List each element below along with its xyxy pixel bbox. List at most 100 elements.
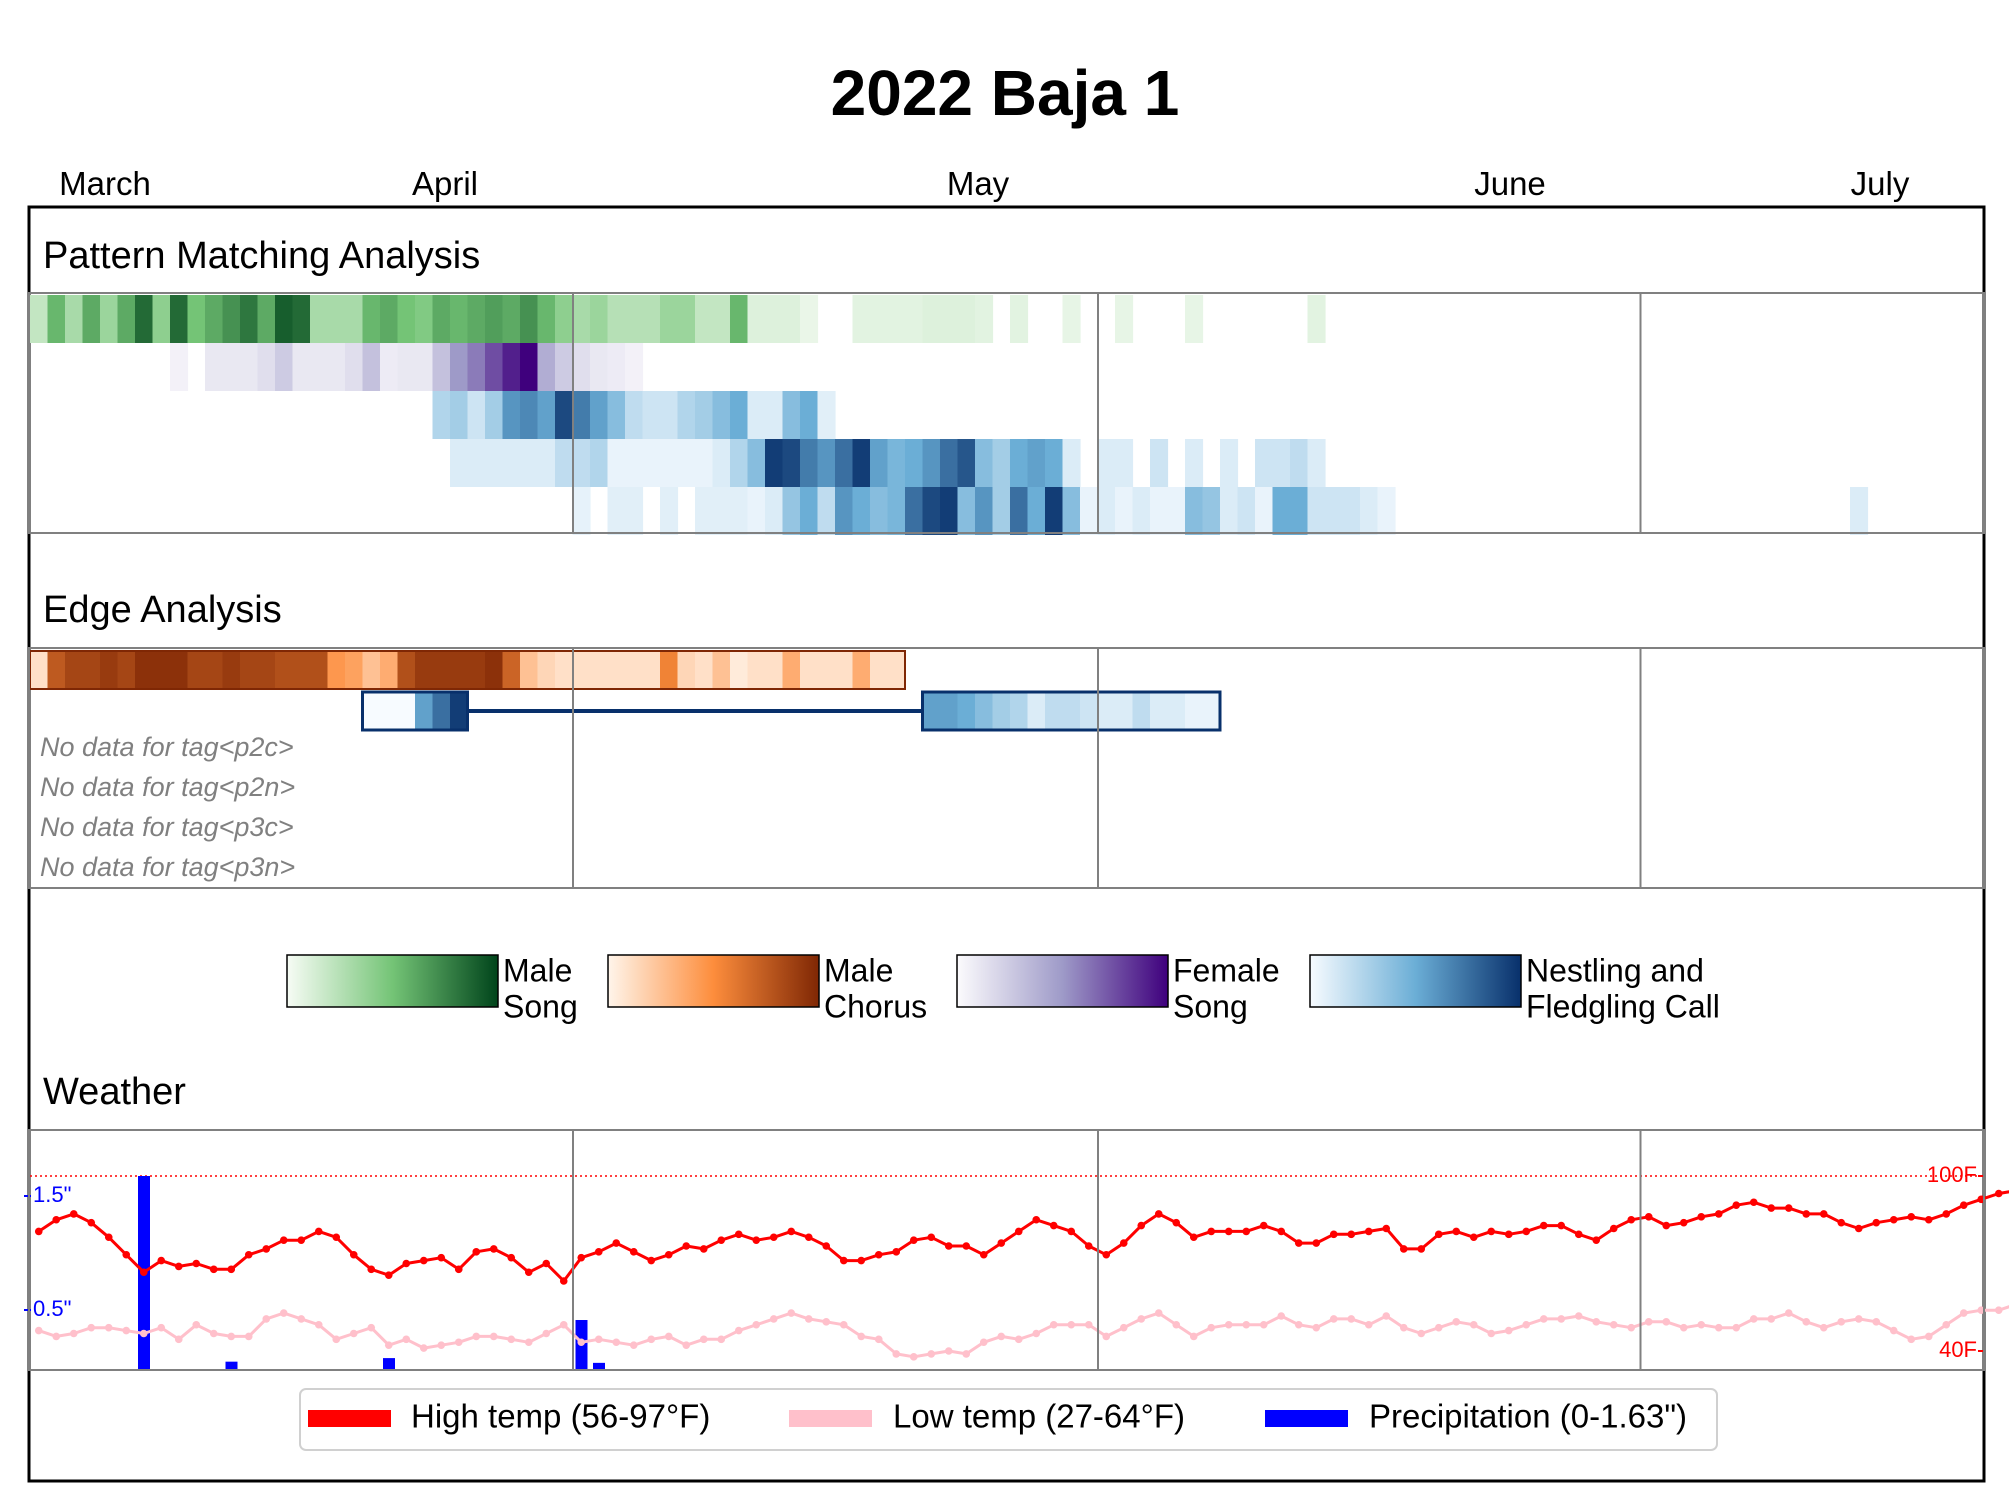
male-song-cell (1062, 295, 1081, 343)
male-song-cell (677, 295, 696, 343)
low-temp-point (1557, 1315, 1566, 1323)
nestling-call-cell (1237, 487, 1256, 535)
nestling-edge-cell (432, 692, 451, 730)
no-data-p2n: No data for tag<p2n> (40, 772, 295, 802)
nestling-edge-cell (922, 692, 941, 730)
high-temp-point (1732, 1201, 1741, 1209)
nestling-call-cell (835, 487, 854, 535)
temp-tick-low: 40F (1939, 1337, 1977, 1362)
low-temp-point (419, 1344, 428, 1352)
temp-tick-high: 100F (1927, 1162, 1977, 1187)
nestling-call-cell (660, 439, 679, 487)
nestling-call-cell (677, 439, 696, 487)
nestling-call-cell (1150, 439, 1169, 487)
nestling-call-colorbar (1309, 954, 1522, 1008)
high-temp-point (1767, 1204, 1776, 1212)
high-temp-point (1592, 1236, 1601, 1244)
nestling-edge-cell (1010, 692, 1029, 730)
male-song-cell (222, 295, 241, 343)
high-temp-point (1207, 1227, 1216, 1236)
low-temp-point (1347, 1315, 1356, 1323)
high-temp-point (769, 1233, 778, 1242)
nestling-call-cell (957, 439, 976, 487)
nestling-call-cell (817, 391, 836, 439)
low-temp-point (892, 1350, 901, 1358)
nestling-call-cell (800, 391, 819, 439)
weather-legend-box (299, 1388, 1718, 1451)
high-temp-point (1119, 1239, 1128, 1247)
high-temp-point (997, 1239, 1006, 1247)
female-song-cell (520, 343, 539, 391)
male-song-cell (65, 295, 84, 343)
high-temp-point (384, 1271, 393, 1279)
low-temp-point (227, 1332, 236, 1341)
low-temp-point (1872, 1318, 1881, 1326)
low-temp-point (489, 1332, 498, 1341)
low-temp-point (1154, 1309, 1163, 1317)
male-chorus-cell (135, 651, 154, 689)
male-chorus-cell (205, 651, 224, 689)
nestling-edge-cell (1132, 692, 1151, 730)
nestling-edge-cell (415, 692, 434, 730)
male-chorus-cell (590, 651, 609, 689)
male-chorus-cell (537, 651, 556, 689)
high-temp-point (1032, 1215, 1041, 1224)
low-temp-point (1137, 1315, 1146, 1323)
low-temp-point (1714, 1323, 1723, 1332)
low-temp-point (1189, 1332, 1198, 1341)
nestling-call-cell (467, 439, 486, 487)
female-song-cell (170, 343, 189, 391)
pattern-section-title: Pattern Matching Analysis (43, 235, 480, 277)
male-chorus-cell (100, 651, 119, 689)
nestling-call-cell (590, 439, 609, 487)
month-label-june: June (1474, 165, 1546, 202)
male-song-cell (537, 295, 556, 343)
low-temp-point (349, 1329, 358, 1338)
high-temp-point (1399, 1245, 1408, 1253)
nestling-call-cell (765, 439, 784, 487)
male-song-cell (642, 295, 661, 343)
low-temp-point (87, 1323, 96, 1332)
nestling-call-cell (817, 439, 836, 487)
high-temp-point (1749, 1198, 1758, 1207)
low-temp-point (1172, 1320, 1181, 1329)
low-temp-point (332, 1335, 341, 1344)
low-temp-point (1784, 1309, 1793, 1317)
high-temp-point (1784, 1204, 1793, 1212)
low-temp-point (279, 1309, 288, 1317)
high-temp-point (577, 1253, 586, 1262)
nestling-edge-cell (1062, 692, 1081, 730)
female-song-cell (537, 343, 556, 391)
high-temp-point (1469, 1233, 1478, 1242)
low-temp-point (594, 1335, 603, 1344)
nestling-edge-cell (1115, 692, 1134, 730)
female-song-cell (205, 343, 224, 391)
nestling-call-cell (1010, 439, 1029, 487)
male-song-cell (1115, 295, 1134, 343)
high-temp-point (1942, 1210, 1951, 1218)
male-song-cell (625, 295, 644, 343)
high-temp-point (1102, 1250, 1111, 1259)
male-song-cell (82, 295, 101, 343)
high-temp-point (174, 1262, 183, 1271)
male-chorus-cell (170, 651, 189, 689)
chart-title: 2022 Baja 1 (831, 57, 1180, 129)
nestling-call-cell (712, 487, 731, 535)
nestling-call-cell (975, 439, 994, 487)
nestling-call-cell (467, 391, 486, 439)
male-chorus-cell (712, 651, 731, 689)
nestling-call-cell (975, 487, 994, 535)
male-chorus-cell (642, 651, 661, 689)
low-temp-point (157, 1323, 166, 1332)
nestling-edge-cell (362, 692, 381, 730)
low-temp-point (1032, 1329, 1041, 1338)
no-data-p3c: No data for tag<p3c> (40, 812, 294, 842)
low-temp-point (1994, 1306, 2003, 1314)
nestling-call-cell (730, 391, 749, 439)
low-temp-point (1662, 1318, 1671, 1326)
nestling-call-cell (502, 391, 521, 439)
female-song-cell (607, 343, 626, 391)
nestling-call-cell (432, 391, 451, 439)
nestling-call-cell (1307, 487, 1326, 535)
nestling-call-cell (625, 439, 644, 487)
